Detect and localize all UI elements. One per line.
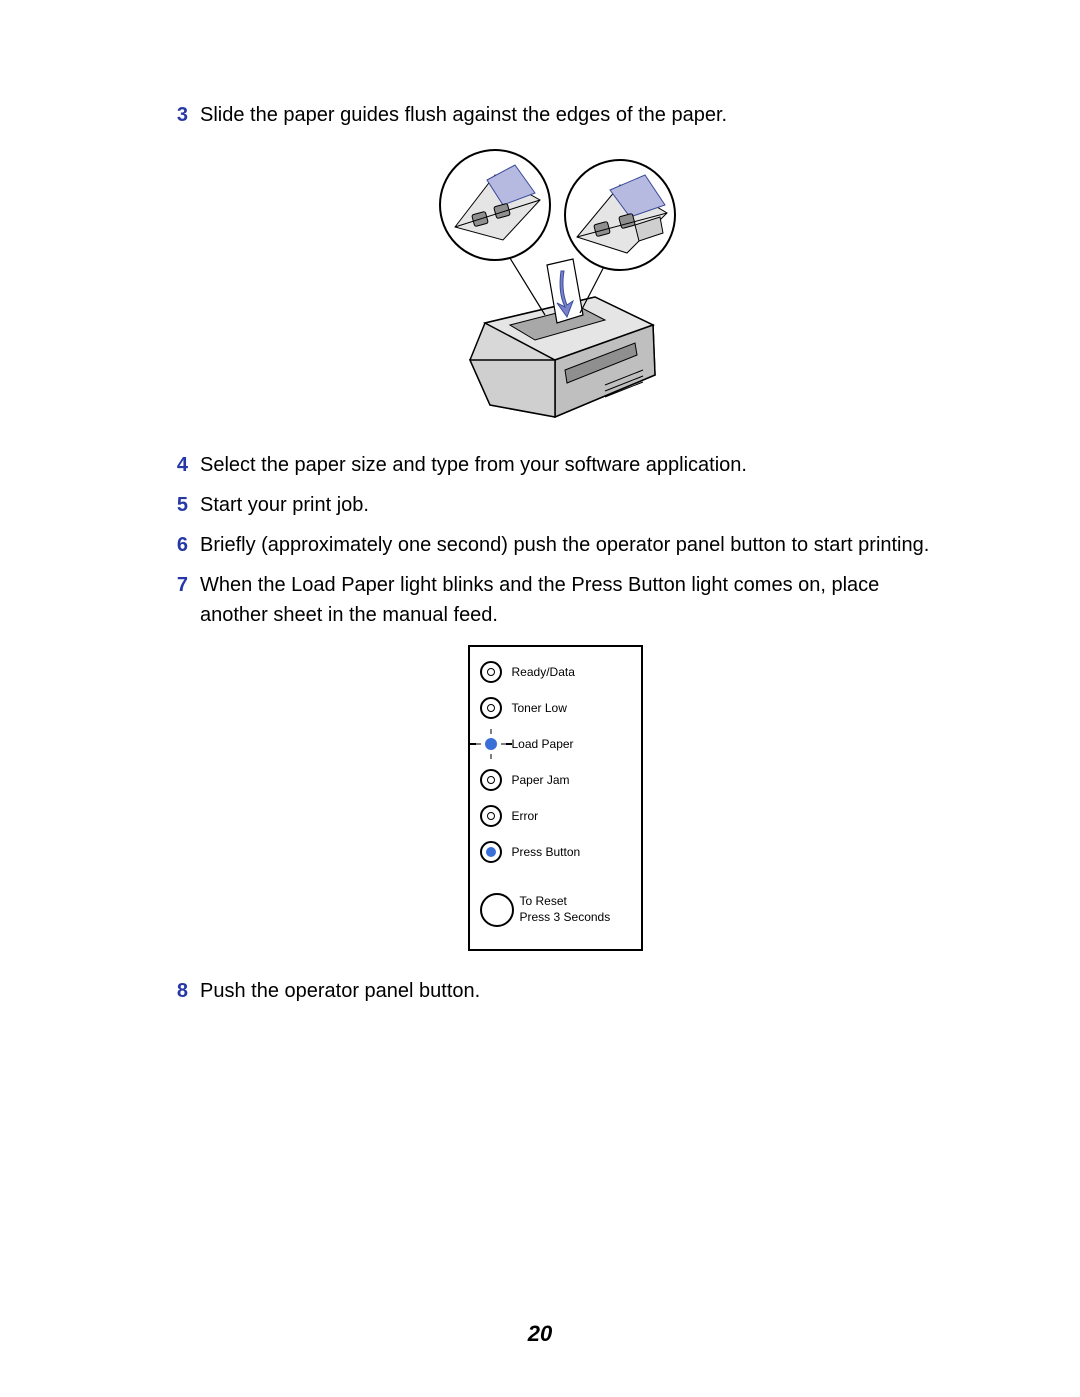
step-number: 3 (160, 100, 188, 130)
reset-line2: Press 3 Seconds (520, 910, 611, 924)
panel-label: Paper Jam (512, 773, 570, 787)
step-8: 8 Push the operator panel button. (160, 976, 950, 1006)
panel-reset-row: To Reset Press 3 Seconds (480, 893, 631, 927)
panel-row-press-button: Press Button (480, 841, 631, 863)
panel-row-error: Error (480, 805, 631, 827)
manual-page: 3 Slide the paper guides flush against t… (0, 0, 1080, 1397)
panel-row-toner: Toner Low (480, 697, 631, 719)
reset-button-icon (480, 893, 514, 927)
step-7: 7 When the Load Paper light blinks and t… (160, 570, 950, 630)
reset-text: To Reset Press 3 Seconds (520, 894, 611, 925)
step-text: Briefly (approximately one second) push … (200, 530, 950, 560)
panel-row-jam: Paper Jam (480, 769, 631, 791)
step-4: 4 Select the paper size and type from yo… (160, 450, 950, 480)
panel-row-ready: Ready/Data (480, 661, 631, 683)
step-number: 8 (160, 976, 188, 1006)
panel-label: Press Button (512, 845, 581, 859)
step-6: 6 Briefly (approximately one second) pus… (160, 530, 950, 560)
panel-label: Load Paper (512, 737, 574, 751)
step-text: Select the paper size and type from your… (200, 450, 950, 480)
step-text: Start your print job. (200, 490, 950, 520)
step-text: Push the operator panel button. (200, 976, 950, 1006)
panel-row-load-paper: Load Paper (480, 733, 631, 755)
led-off-icon (480, 661, 502, 683)
reset-line1: To Reset (520, 894, 567, 908)
led-off-icon (480, 697, 502, 719)
step-5: 5 Start your print job. (160, 490, 950, 520)
operator-panel-figure: Ready/Data Toner Low Load Paper Paper Ja… (160, 645, 950, 951)
step-number: 7 (160, 570, 188, 600)
step-3: 3 Slide the paper guides flush against t… (160, 100, 950, 130)
step-text: When the Load Paper light blinks and the… (200, 570, 950, 630)
step-number: 5 (160, 490, 188, 520)
step-number: 4 (160, 450, 188, 480)
led-blink-icon (480, 733, 502, 755)
panel-label: Error (512, 809, 539, 823)
operator-panel-box: Ready/Data Toner Low Load Paper Paper Ja… (468, 645, 643, 951)
led-off-icon (480, 769, 502, 791)
blink-led-core (485, 738, 497, 750)
panel-label: Toner Low (512, 701, 567, 715)
led-on-icon (480, 841, 502, 863)
printer-svg (395, 145, 715, 425)
printer-illustration (160, 145, 950, 425)
step-number: 6 (160, 530, 188, 560)
step-text: Slide the paper guides flush against the… (200, 100, 950, 130)
led-off-icon (480, 805, 502, 827)
page-number: 20 (0, 1321, 1080, 1347)
panel-label: Ready/Data (512, 665, 575, 679)
